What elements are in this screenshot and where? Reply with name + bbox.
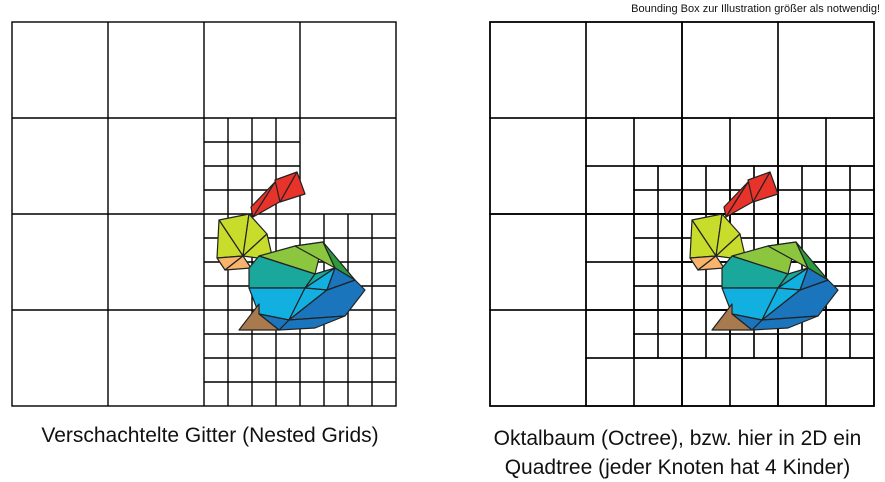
quadtree-cell [753,213,779,239]
quadtree-cell [681,21,779,119]
quadtree-cell [849,309,875,335]
quadtree-cell [633,309,659,335]
quadtree-cell [777,189,803,215]
quadtree-cell [585,357,635,407]
quadtree-cell [489,309,587,407]
quadtree-cell [585,213,635,263]
quadtree-cell [633,189,659,215]
quadtree-cell [777,165,803,191]
bounding-box-note: Bounding Box zur Illustration größer als… [631,3,880,15]
quadtree-cell [729,333,755,359]
quadtree-cell [657,237,683,263]
quadtree-cell [633,117,683,167]
quadtree-cell [633,285,659,311]
quadtree-cell [801,189,827,215]
quadtree-cell [753,333,779,359]
belly-triangle [799,267,829,291]
quadtree-cell [825,165,851,191]
quadtree-cell [825,117,875,167]
quadtree-cell [849,237,875,263]
octree-caption-line-2: Quadtree (jeder Knoten hat 4 Kinder) [504,456,851,479]
quadtree-cell [825,333,851,359]
quadtree-cell [849,261,875,287]
quadtree-cell [633,237,659,263]
quadtree-cell [801,333,827,359]
quadtree-cell [681,333,707,359]
quadtree-cell [585,117,635,167]
quadtree-cell [633,357,683,407]
quadtree-cell [657,213,683,239]
quadtree-cell [729,357,779,407]
triangle-mesh-right [689,171,839,331]
ear-triangle [752,171,779,203]
quadtree-cell [657,333,683,359]
quadtree-cell [777,117,827,167]
quadtree-cell [633,213,659,239]
quadtree-cell [681,309,707,335]
quadtree-cell [825,237,851,263]
foot-triangle [711,303,753,331]
quadtree-cell [777,21,875,119]
quadtree-cell [777,213,803,239]
nested-grid-panel [11,21,397,407]
quadtree-cell [681,165,707,191]
nested-grids-caption: Verschachtelte Gitter (Nested Grids) [41,424,379,447]
quadtree-cell [801,213,827,239]
octree-caption: Oktalbaum (Octree), bzw. hier in 2D ein … [470,424,885,482]
quadtree-panel [489,21,875,407]
quadtree-cell [633,165,659,191]
quadtree-cell [657,261,683,287]
snout-triangle [697,255,725,271]
quadtree-cell [633,261,659,287]
quadtree-cell [489,21,587,119]
quadtree-cell [633,333,659,359]
quadtree-cell [489,213,587,311]
quadtree-cell [849,285,875,311]
quadtree-cell [681,117,731,167]
quadtree-cell [801,165,827,191]
ear-triangle [279,171,306,203]
quadtree-cell [585,21,683,119]
octree-caption-line-1: Oktalbaum (Octree), bzw. hier in 2D ein [493,427,862,450]
quadtree-cell [705,165,731,191]
quadtree-cell [657,189,683,215]
quadtree-cell [825,309,851,335]
quadtree-cell [681,285,707,311]
quadtree-cell [657,309,683,335]
quadtree-cell [729,117,779,167]
foot-triangle [238,303,280,331]
quadtree-cell [849,165,875,191]
quadtree-cell [489,117,587,215]
belly-triangle [326,267,356,291]
quadtree-cell [681,357,731,407]
snout-triangle [224,255,252,271]
quadtree-cell [585,261,635,311]
quadtree-cell [705,333,731,359]
quadtree-cell [681,189,707,215]
quadtree-cell [657,165,683,191]
quadtree-cell [825,357,875,407]
quadtree-cell [849,213,875,239]
quadtree-cell [777,357,827,407]
quadtree-cell [585,165,635,215]
quadtree-cell [849,333,875,359]
quadtree-cell [657,285,683,311]
quadtree-cell [585,309,635,359]
quadtree-cell [777,333,803,359]
quadtree-cell [825,189,851,215]
quadtree-cell [849,189,875,215]
nested-grid-lines [11,21,397,407]
quadtree-lines [489,21,875,407]
triangle-mesh-left [216,171,366,331]
quadtree-cell [825,213,851,239]
